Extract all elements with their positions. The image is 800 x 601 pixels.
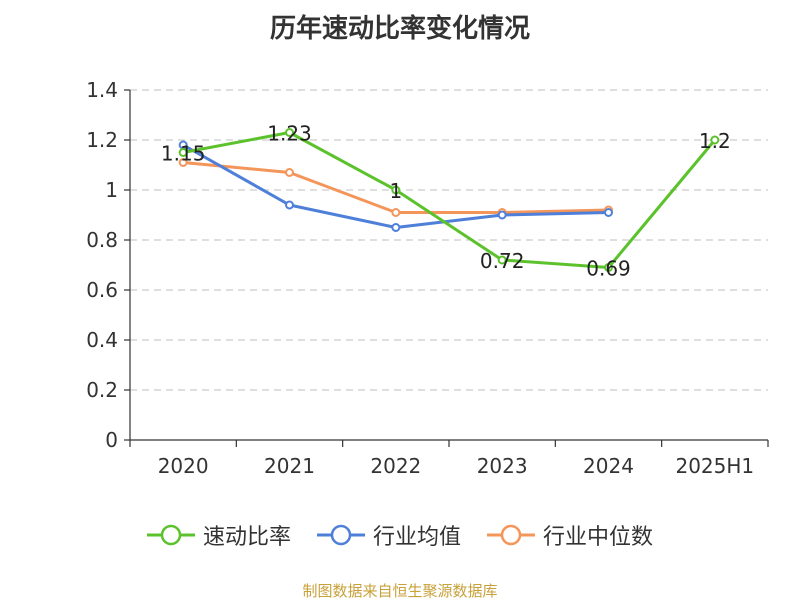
legend-item-1[interactable]: 行业均值	[316, 519, 461, 551]
y-tick-label: 0.8	[86, 228, 118, 252]
data-point-0	[604, 263, 613, 272]
data-point-1	[497, 210, 507, 220]
x-tick-label: 2025H1	[675, 454, 754, 478]
y-tick-label: 0	[105, 428, 118, 452]
data-point-0	[391, 185, 401, 195]
legend-label-1: 行业均值	[372, 525, 461, 550]
data-point-2	[178, 158, 188, 167]
series-line-0	[182, 131, 716, 269]
data-label: 0.69	[586, 257, 631, 281]
legend-label-2: 行业中位数	[543, 525, 654, 550]
x-tick-label: 2024	[583, 454, 634, 478]
x-tick-label: 2020	[158, 454, 209, 478]
chart-title: 历年速动比率变化情况	[269, 14, 530, 44]
y-tick-label: 1	[105, 178, 118, 202]
data-label: 1.2	[699, 129, 731, 153]
y-tick-label: 0.6	[86, 278, 118, 302]
data-point-1	[604, 208, 613, 217]
data-point-2	[391, 208, 401, 217]
legend-item-0[interactable]: 速动比率	[146, 519, 291, 551]
data-label: 1.23	[267, 122, 312, 146]
source-note: 制图数据来自恒生聚源数据库	[302, 582, 498, 600]
y-tick-label: 0.2	[86, 378, 118, 402]
y-tick-label: 0.4	[86, 328, 118, 352]
x-tick-label: 2022	[370, 454, 421, 478]
data-label: 0.72	[480, 249, 525, 273]
data-point-0	[497, 255, 507, 265]
data-label: 1.15	[161, 142, 206, 166]
legend-item-2[interactable]: 行业中位数	[487, 519, 653, 551]
x-tick-label: 2023	[477, 454, 528, 478]
data-point-0	[710, 135, 720, 145]
y-tick-label: 1.2	[86, 128, 118, 152]
x-tick-label: 2021	[264, 454, 315, 478]
legend-label-0: 速动比率	[202, 525, 291, 550]
data-point-1	[285, 200, 294, 210]
y-tick-label: 1.4	[86, 78, 118, 102]
data-point-2	[285, 168, 294, 177]
data-label: 1	[389, 179, 402, 203]
data-point-1	[391, 223, 401, 232]
legend-marker-1	[316, 524, 365, 546]
legend-marker-2	[487, 524, 535, 546]
data-point-0	[178, 148, 188, 157]
legend-marker-0	[146, 524, 195, 546]
data-point-0	[285, 128, 294, 137]
legend: 速动比率 行业均值 行业中位数	[0, 519, 800, 551]
